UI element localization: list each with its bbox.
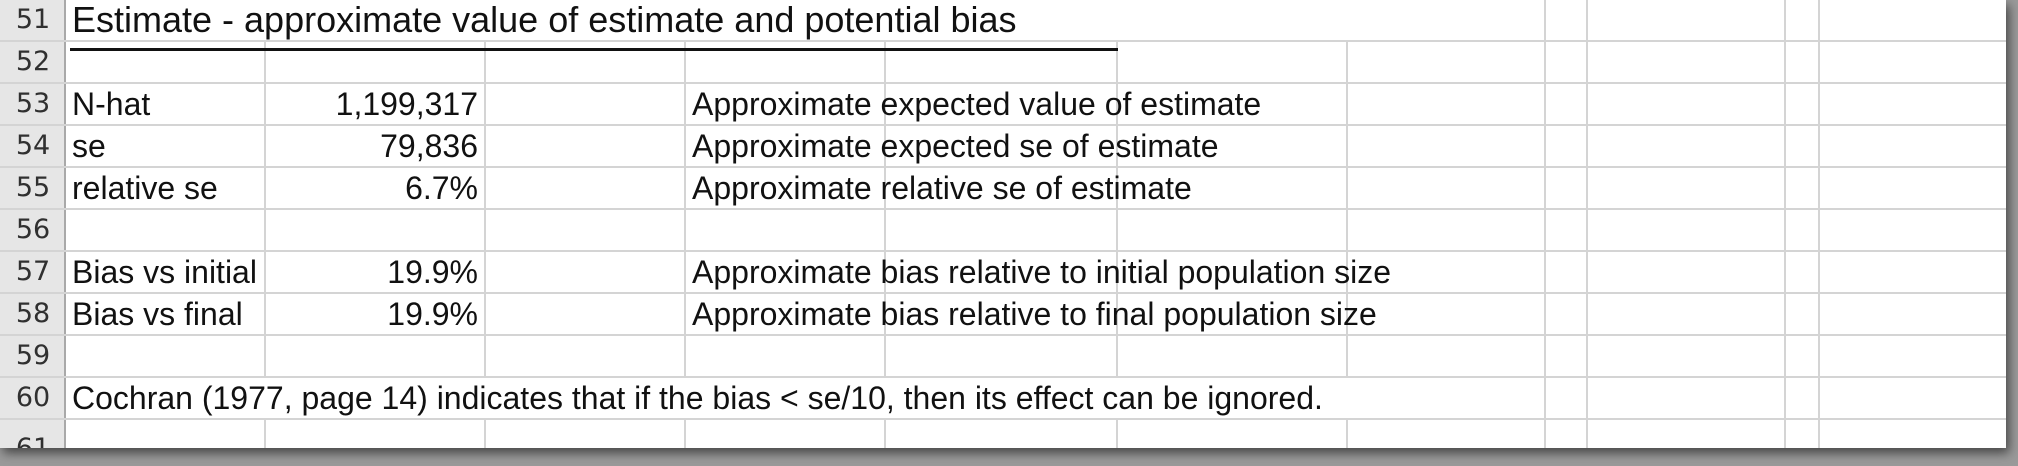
table-row: 54 se 79,836 Approximate expected se of … — [0, 126, 2006, 168]
value-cell[interactable]: 19.9% — [387, 296, 478, 332]
column-divider — [264, 0, 266, 448]
section-title[interactable]: Estimate - approximate value of estimate… — [72, 0, 1372, 40]
table-row: 57 Bias vs initial 19.9% Approximate bia… — [0, 252, 2006, 294]
table-row: 59 — [0, 336, 2006, 378]
value-cell[interactable]: 79,836 — [380, 128, 478, 164]
row-number[interactable]: 51 — [15, 4, 51, 35]
column-divider — [684, 0, 686, 448]
column-divider — [1784, 0, 1786, 448]
description-cell[interactable]: Approximate relative se of estimate — [692, 170, 1192, 206]
label-cell[interactable]: relative se — [72, 170, 218, 206]
label-cell[interactable]: se — [72, 128, 106, 164]
column-divider — [884, 0, 886, 448]
label-cell[interactable]: Bias vs final — [72, 296, 243, 332]
row-number[interactable]: 57 — [15, 256, 51, 287]
row-number[interactable]: 53 — [15, 88, 51, 119]
table-row: 53 N-hat 1,199,317 Approximate expected … — [0, 84, 2006, 126]
row-number[interactable]: 52 — [15, 46, 51, 77]
value-cell[interactable]: 19.9% — [387, 254, 478, 290]
column-divider — [484, 0, 486, 448]
description-cell[interactable]: Approximate expected value of estimate — [692, 86, 1262, 122]
note-cell[interactable]: Cochran (1977, page 14) indicates that i… — [72, 378, 1542, 418]
table-row: 58 Bias vs final 19.9% Approximate bias … — [0, 294, 2006, 336]
label-cell[interactable]: N-hat — [72, 86, 151, 122]
column-divider — [1116, 0, 1118, 448]
row-number[interactable]: 56 — [15, 214, 51, 245]
table-row: 56 — [0, 210, 2006, 252]
title-underline — [70, 48, 1118, 51]
table-row: 61 — [0, 420, 2006, 448]
column-divider — [1544, 0, 1546, 448]
row-number[interactable]: 54 — [15, 130, 51, 161]
row-header-column — [0, 0, 66, 448]
value-cell[interactable]: 6.7% — [405, 170, 478, 206]
row-number[interactable]: 60 — [15, 382, 51, 413]
column-divider — [1586, 0, 1588, 448]
description-cell[interactable]: Approximate bias relative to final popul… — [692, 296, 1377, 332]
description-cell[interactable]: Approximate expected se of estimate — [692, 128, 1219, 164]
row-number[interactable]: 55 — [15, 172, 51, 203]
spreadsheet-grid: 51 Estimate - approximate value of estim… — [0, 0, 2006, 448]
value-cell[interactable]: 1,199,317 — [335, 86, 478, 122]
table-row: 55 relative se 6.7% Approximate relative… — [0, 168, 2006, 210]
table-row: 52 — [0, 42, 2006, 84]
table-row: 60 Cochran (1977, page 14) indicates tha… — [0, 378, 2006, 420]
row-number[interactable]: 58 — [15, 298, 51, 329]
row-number[interactable]: 59 — [15, 340, 51, 371]
table-row: 51 Estimate - approximate value of estim… — [0, 0, 2006, 42]
column-divider — [1346, 0, 1348, 448]
label-cell[interactable]: Bias vs initial — [72, 254, 257, 290]
column-divider — [1818, 0, 1820, 448]
row-number[interactable]: 61 — [0, 420, 66, 448]
description-cell[interactable]: Approximate bias relative to initial pop… — [692, 254, 1392, 290]
